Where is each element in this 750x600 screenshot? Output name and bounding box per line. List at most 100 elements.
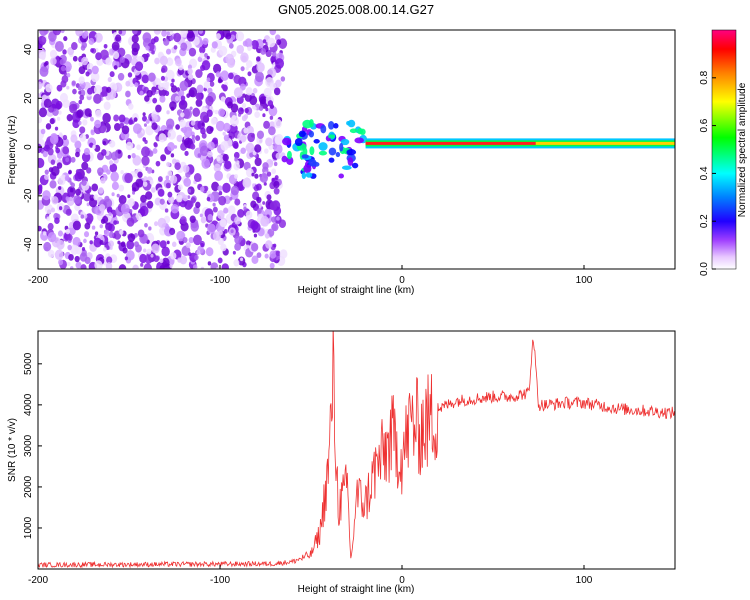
heatmap-frame xyxy=(37,29,676,270)
transition-blob xyxy=(349,128,358,134)
noise-blob xyxy=(220,96,226,103)
noise-blob xyxy=(159,258,164,264)
noise-blob xyxy=(79,133,87,142)
noise-blob xyxy=(105,57,112,66)
noise-blob xyxy=(58,110,62,115)
noise-blob xyxy=(269,250,277,259)
heatmap-y-axis-label: Frequency (Hz) xyxy=(7,116,18,185)
transition-blob xyxy=(346,121,351,126)
noise-blob xyxy=(40,128,46,135)
noise-blob xyxy=(90,129,94,134)
transition-blob xyxy=(347,157,354,166)
noise-blob xyxy=(78,99,83,105)
noise-blob xyxy=(183,108,193,120)
noise-blob xyxy=(71,42,78,50)
noise-blob xyxy=(207,141,215,151)
noise-blob xyxy=(152,148,158,154)
noise-blob xyxy=(247,71,252,77)
noise-blob xyxy=(38,81,43,90)
noise-blob xyxy=(133,241,139,248)
transition-blob xyxy=(313,139,320,144)
noise-blob xyxy=(220,140,229,151)
noise-blob xyxy=(145,125,154,136)
heatmap-y-tick-label: -20 xyxy=(23,188,34,203)
noise-blob xyxy=(126,240,135,250)
noise-blob xyxy=(90,48,94,53)
heatmap-x-tick-label: 100 xyxy=(576,275,593,286)
noise-blob xyxy=(42,231,47,236)
noise-blob xyxy=(262,162,269,170)
noise-blob xyxy=(263,120,270,129)
noise-blob xyxy=(164,90,170,97)
noise-blob xyxy=(157,176,163,182)
noise-blob xyxy=(109,71,115,78)
noise-blob xyxy=(163,38,170,46)
noise-blob xyxy=(241,102,247,109)
noise-blob xyxy=(124,172,133,184)
noise-blob xyxy=(72,55,78,62)
noise-blob xyxy=(121,125,130,135)
noise-blob xyxy=(38,36,47,45)
noise-blob xyxy=(213,163,221,173)
noise-blob xyxy=(234,174,239,179)
noise-blob xyxy=(39,66,49,77)
noise-blob xyxy=(65,208,72,216)
noise-blob xyxy=(65,66,71,73)
noise-blob xyxy=(245,210,253,219)
noise-blob xyxy=(146,200,154,209)
noise-blob xyxy=(169,35,174,41)
noise-blob xyxy=(251,222,261,233)
noise-blob xyxy=(144,139,148,144)
noise-blob xyxy=(132,191,136,195)
noise-blob xyxy=(245,60,253,68)
noise-blob xyxy=(217,78,223,84)
signal-band-core xyxy=(365,141,536,145)
noise-blob xyxy=(153,30,162,35)
noise-blob xyxy=(273,180,280,189)
noise-blob xyxy=(49,134,59,145)
noise-blob xyxy=(252,150,257,156)
noise-blob xyxy=(141,74,149,84)
noise-blob xyxy=(90,71,100,83)
noise-blob xyxy=(187,68,193,75)
noise-blob xyxy=(264,148,269,154)
snr-x-axis-label: Height of straight line (km) xyxy=(298,584,415,595)
noise-blob xyxy=(201,122,205,126)
noise-blob xyxy=(183,177,191,187)
noise-blob xyxy=(66,85,70,90)
noise-blob xyxy=(209,105,214,111)
noise-blob xyxy=(87,87,93,95)
noise-blob xyxy=(131,47,139,56)
transition-blob xyxy=(340,138,350,146)
noise-blob xyxy=(199,111,209,122)
noise-blob xyxy=(109,246,113,250)
noise-blob xyxy=(268,126,276,136)
noise-blob xyxy=(143,176,148,182)
noise-blob xyxy=(173,32,182,43)
noise-blob xyxy=(90,116,94,122)
noise-blob xyxy=(186,31,196,42)
snr-y-tick-label: 3000 xyxy=(23,434,34,457)
transition-blob xyxy=(351,162,359,169)
noise-blob xyxy=(144,223,148,228)
noise-blob xyxy=(81,32,88,39)
noise-blob xyxy=(256,62,265,73)
noise-blob xyxy=(89,142,94,148)
noise-blob xyxy=(212,63,222,74)
noise-blob xyxy=(231,114,237,121)
noise-blob xyxy=(113,65,118,70)
noise-blob xyxy=(182,164,190,173)
noise-blob xyxy=(260,215,270,227)
noise-blob xyxy=(199,186,205,192)
noise-blob xyxy=(73,195,81,205)
noise-blob xyxy=(42,151,48,158)
noise-blob xyxy=(255,71,264,83)
noise-blob xyxy=(183,126,193,138)
colorbar-tick-label: 0.6 xyxy=(699,118,710,132)
noise-blob xyxy=(125,90,131,98)
noise-blob xyxy=(244,107,249,114)
noise-blob xyxy=(146,248,152,255)
noise-blob xyxy=(46,216,51,222)
noise-blob xyxy=(157,217,167,228)
noise-blob xyxy=(142,181,148,187)
